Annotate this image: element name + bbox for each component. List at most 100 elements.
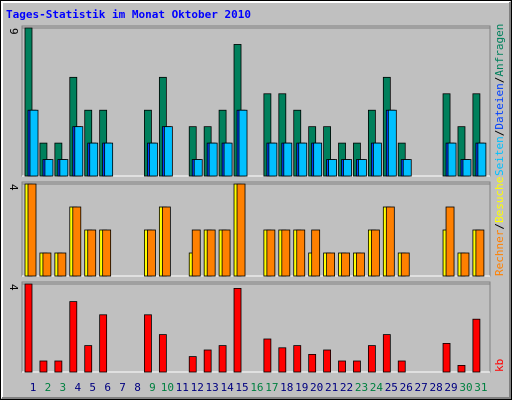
- bar: [29, 109, 39, 177]
- bar: [370, 229, 380, 277]
- bar: [27, 183, 37, 277]
- x-tick-label: 9: [149, 381, 156, 394]
- x-tick-label: 23: [355, 381, 368, 394]
- bar: [358, 159, 367, 177]
- legend-label: Anfragen: [493, 24, 506, 77]
- x-tick-label: 11: [176, 381, 189, 394]
- bar: [84, 345, 93, 373]
- y-tick-label: 4: [7, 284, 20, 291]
- bar: [191, 229, 201, 277]
- bar: [281, 229, 291, 277]
- bar: [147, 229, 156, 277]
- bar: [144, 314, 152, 373]
- bar: [188, 356, 197, 373]
- bar: [283, 142, 293, 177]
- x-tick-label: 19: [295, 381, 308, 394]
- bar: [206, 229, 216, 277]
- x-tick-label: 1: [30, 381, 37, 394]
- bar: [278, 347, 287, 373]
- bar: [104, 142, 114, 177]
- bar: [293, 345, 302, 373]
- bar: [218, 345, 227, 373]
- bar: [263, 338, 272, 373]
- bar: [472, 318, 481, 373]
- y-tick-label: 4: [7, 184, 20, 191]
- bar: [161, 206, 171, 277]
- bar: [356, 252, 365, 277]
- bar: [221, 229, 231, 277]
- bar: [296, 229, 306, 277]
- legend-separator: /: [493, 223, 506, 230]
- bar: [268, 142, 278, 177]
- x-tick-label: 29: [444, 381, 457, 394]
- bar: [99, 314, 108, 373]
- bar: [208, 142, 218, 177]
- x-tick-label: 20: [310, 381, 323, 394]
- legend-label: Besuche: [493, 177, 506, 223]
- bar: [313, 142, 323, 177]
- bar: [343, 159, 352, 177]
- bar: [238, 109, 248, 177]
- bar: [72, 206, 82, 277]
- x-tick-label: 16: [250, 381, 263, 394]
- x-tick-label: 18: [280, 381, 293, 394]
- x-tick-label: 8: [134, 381, 141, 394]
- x-tick-label: 26: [400, 381, 413, 394]
- plot-area: [21, 281, 491, 373]
- bar: [89, 142, 99, 177]
- x-tick-label: 3: [60, 381, 67, 394]
- bar: [382, 334, 391, 373]
- bar: [402, 159, 412, 177]
- x-tick-label: 13: [206, 381, 219, 394]
- x-tick-label: 6: [104, 381, 111, 394]
- bar: [149, 142, 158, 177]
- bar: [341, 252, 350, 277]
- bar: [44, 159, 54, 177]
- bar: [266, 229, 276, 277]
- bar: [74, 126, 84, 177]
- bar: [39, 360, 48, 373]
- bar: [233, 287, 242, 373]
- bar: [54, 360, 63, 373]
- x-tick-label: 21: [325, 381, 338, 394]
- chart-title: Tages-Statistik im Monat Oktober 2010: [6, 8, 251, 21]
- bar: [102, 229, 112, 277]
- bar: [387, 109, 397, 177]
- x-tick-label: 10: [161, 381, 174, 394]
- bar: [400, 252, 410, 277]
- bar: [59, 159, 69, 177]
- x-tick-label: 25: [385, 381, 398, 394]
- bar: [223, 142, 233, 177]
- x-tick-label: 4: [74, 381, 81, 394]
- bar: [158, 334, 167, 373]
- bar: [372, 142, 382, 177]
- bar: [326, 252, 336, 277]
- bar: [87, 229, 97, 277]
- bar: [385, 206, 395, 277]
- bar: [457, 364, 466, 373]
- x-tick-label: 15: [235, 381, 248, 394]
- legend-label: Rechner: [493, 229, 506, 276]
- bar: [477, 142, 487, 177]
- x-tick-label: 27: [415, 381, 428, 394]
- bar: [328, 159, 338, 177]
- bar: [42, 252, 52, 277]
- bar: [367, 345, 376, 373]
- bar: [460, 252, 470, 277]
- legend-separator: /: [493, 77, 506, 84]
- bar: [236, 183, 246, 277]
- bar: [24, 283, 33, 373]
- bar: [163, 126, 173, 177]
- bar: [447, 142, 457, 177]
- bar: [442, 342, 451, 373]
- x-tick-label: 28: [429, 381, 442, 394]
- bar: [311, 229, 321, 277]
- x-tick-label: 14: [220, 381, 234, 394]
- bar: [462, 159, 472, 177]
- x-tick-label: 12: [191, 381, 204, 394]
- x-tick-label: 7: [119, 381, 126, 394]
- bar: [57, 252, 67, 277]
